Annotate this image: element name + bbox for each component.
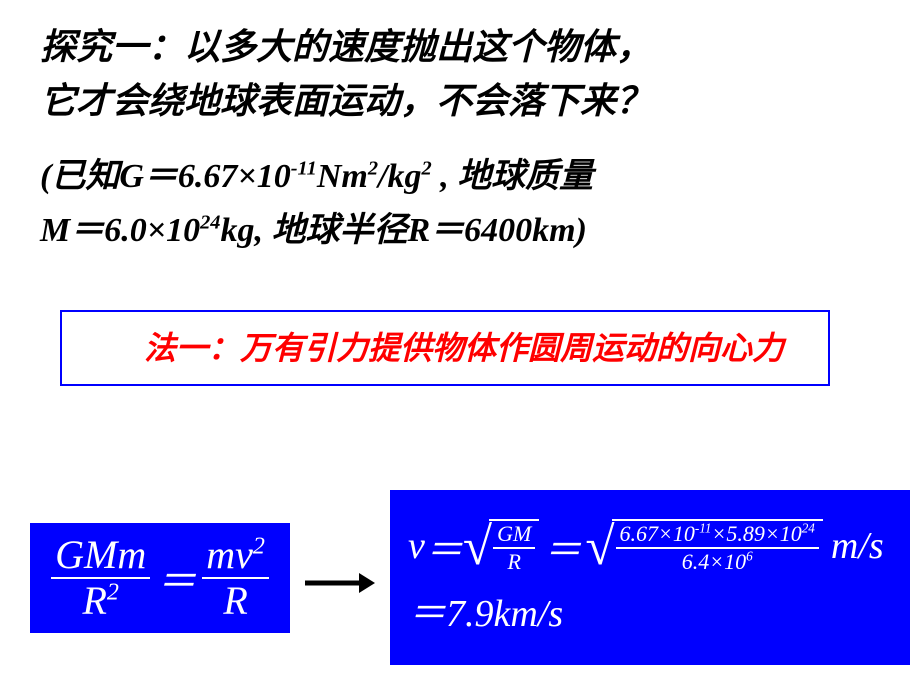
title-line1: 探究一：以多大的速度抛出这个物体，: [40, 27, 652, 67]
method-one-box: 法一：万有引力提供物体作圆周运动的向心力: [60, 310, 830, 386]
sqrt-numeric: √ 6.67×10-11×5.89×1024 6.4×106: [585, 519, 823, 573]
lhs-numerator: GMm: [51, 535, 150, 579]
G-unit-Nm-exp: 2: [368, 158, 378, 180]
G-unit-kg-exp: 2: [421, 158, 431, 180]
velocity-result: ＝7.9km/s: [408, 582, 563, 637]
v-symbol: v: [408, 524, 425, 568]
G-unit-Nm: Nm: [317, 158, 368, 195]
G-unit-kg: /kg: [378, 158, 421, 195]
v-equals-2: ＝: [543, 519, 581, 574]
unit-ms: m/s: [831, 524, 884, 568]
G-equals: ＝6.67×10: [144, 158, 291, 195]
given-sep: , 地球质量: [432, 158, 594, 195]
method-one-text: 法一：万有引力提供物体作圆周运动的向心力: [144, 330, 784, 366]
M-exponent: 24: [200, 212, 220, 234]
gravity-equation: GMm R2 ＝ mv2 R: [30, 523, 290, 633]
radical-icon-2: √: [585, 520, 614, 573]
equals-sign: ＝: [156, 549, 196, 607]
given-prefix: (已知: [40, 158, 119, 195]
G-exponent: -11: [291, 158, 317, 180]
G-symbol: G: [119, 158, 144, 195]
sqrt-GM-over-R: √ GM R: [463, 519, 539, 573]
rhs-fraction: mv2 R: [202, 535, 269, 621]
rhs-numerator: mv2: [202, 535, 269, 579]
arrow-icon: [305, 549, 375, 607]
velocity-solution: v ＝ √ GM R ＝ √ 6.67×10-11×5.89×1024 6.4×…: [390, 490, 910, 665]
lhs-fraction: GMm R2: [51, 535, 150, 621]
formula-row: GMm R2 ＝ mv2 R v ＝ √ GM R: [0, 490, 920, 665]
exploration-title: 探究一：以多大的速度抛出这个物体， 它才会绕地球表面运动，不会落下来？: [40, 20, 880, 128]
radical-icon: √: [463, 520, 492, 573]
M-value: M＝6.0×10: [40, 212, 200, 249]
rhs-denominator: R: [219, 579, 251, 621]
numeric-numerator: 6.67×10-11×5.89×1024: [616, 523, 819, 549]
velocity-line1: v ＝ √ GM R ＝ √ 6.67×10-11×5.89×1024 6.4×…: [408, 519, 884, 574]
R-value: R＝6400km): [408, 212, 587, 249]
v-equals: ＝: [425, 519, 463, 574]
lhs-denominator: R2: [78, 579, 122, 621]
M-unit: kg, 地球半径: [221, 212, 408, 249]
title-line2: 它才会绕地球表面运动，不会落下来？: [40, 81, 652, 121]
numeric-denominator: 6.4×106: [678, 549, 757, 573]
given-values: (已知G＝6.67×10-11Nm2/kg2 , 地球质量 M＝6.0×1024…: [40, 150, 880, 259]
